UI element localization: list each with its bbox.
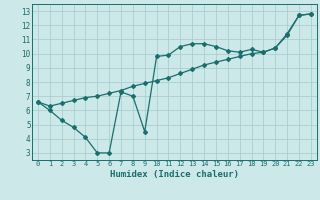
X-axis label: Humidex (Indice chaleur): Humidex (Indice chaleur) [110,170,239,179]
